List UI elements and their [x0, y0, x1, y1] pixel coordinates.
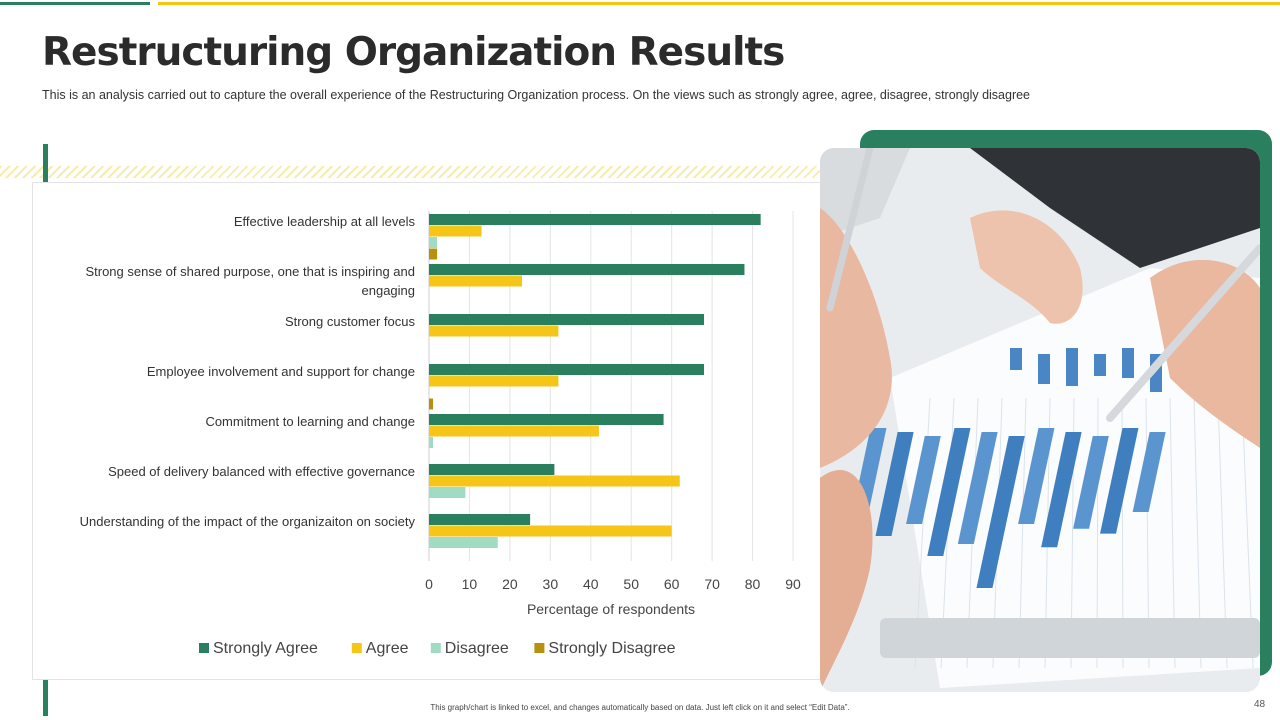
pen-right [1106, 244, 1260, 422]
bar [429, 248, 438, 260]
x-tick-label: 70 [704, 576, 720, 592]
bar [429, 487, 466, 498]
x-tick-label: 90 [785, 576, 801, 592]
x-tick-label: 30 [543, 576, 559, 592]
x-axis-title: Percentage of respondents [527, 601, 695, 617]
category-label: Effective leadership at all levels [234, 214, 416, 229]
bar [429, 237, 438, 248]
photo-small-bar [1038, 354, 1050, 384]
x-tick-label: 60 [664, 576, 680, 592]
pen-left [826, 148, 874, 312]
x-tick-label: 50 [623, 576, 639, 592]
bar [429, 264, 745, 275]
category-label: Strong sense of shared purpose, one that… [85, 264, 415, 298]
bar [429, 375, 559, 387]
bar [429, 398, 434, 410]
photo-bar [1018, 428, 1055, 524]
photo-bar [875, 432, 914, 536]
bar [429, 475, 680, 487]
category-label: Understanding of the impact of the organ… [80, 514, 416, 529]
bar [429, 537, 498, 548]
clipboard-clip [880, 618, 1260, 658]
category-label: Speed of delivery balanced with effectiv… [108, 464, 415, 479]
page-number: 48 [1254, 699, 1266, 710]
photo-small-bar [1066, 348, 1078, 386]
photo-illustration [820, 148, 1260, 692]
photo-small-bar [1094, 354, 1106, 376]
legend-swatch [534, 643, 545, 653]
photo-bar [1041, 432, 1082, 548]
photo-bar [1132, 432, 1166, 512]
bar [429, 464, 555, 475]
legend-label: Strongly Agree [213, 640, 318, 657]
hand-lower-left [820, 470, 873, 692]
photo-bar [906, 436, 941, 524]
bar [429, 525, 672, 537]
slide-subtitle: This is an analysis carried out to captu… [42, 88, 1031, 102]
x-tick-label: 40 [583, 576, 599, 592]
photo-bar [1073, 436, 1109, 529]
background-shape [820, 148, 910, 238]
bar [429, 214, 761, 225]
legend-swatch [351, 643, 362, 653]
legend-label: Strongly Disagree [548, 640, 675, 657]
bar [429, 414, 664, 425]
category-label: Commitment to learning and change [205, 414, 415, 429]
bar [429, 275, 523, 287]
footnote: This graph/chart is linked to excel, and… [430, 703, 850, 712]
photo-bar [1100, 428, 1139, 534]
chart-container[interactable]: Effective leadership at all levels Strong… [32, 182, 834, 680]
x-tick-label: 80 [745, 576, 761, 592]
top-accent-bar-yellow [158, 2, 1280, 5]
photo-bar [927, 428, 971, 556]
top-accent-bar-green [0, 2, 150, 5]
business-meeting-photo [820, 148, 1260, 692]
photo-bar [957, 432, 998, 544]
photo-bar [976, 436, 1025, 588]
bar [429, 364, 705, 375]
x-tick-label: 0 [425, 576, 433, 592]
category-label: Employee involvement and support for cha… [147, 364, 415, 379]
legend-swatch [199, 643, 209, 653]
decorative-stripes [0, 166, 830, 178]
bar [429, 425, 599, 437]
bar-chart: Effective leadership at all levels Strong… [80, 211, 801, 657]
legend-label: Agree [366, 640, 409, 657]
x-tick-label: 20 [502, 576, 518, 592]
hand-center [970, 210, 1083, 324]
bar [429, 437, 434, 448]
suit-sleeve [970, 148, 1260, 268]
legend-swatch [430, 643, 441, 653]
legend-label: Disagree [445, 640, 509, 657]
bar [429, 514, 531, 525]
bar [429, 325, 559, 337]
bar [429, 314, 705, 325]
x-tick-label: 10 [462, 576, 478, 592]
hand-right [1150, 259, 1260, 448]
photo-small-bar [1122, 348, 1134, 378]
slide-title: Restructuring Organization Results [42, 30, 785, 75]
photo-small-bar [1010, 348, 1022, 370]
category-label: Strong customer focus [285, 314, 416, 329]
bar [429, 225, 482, 237]
